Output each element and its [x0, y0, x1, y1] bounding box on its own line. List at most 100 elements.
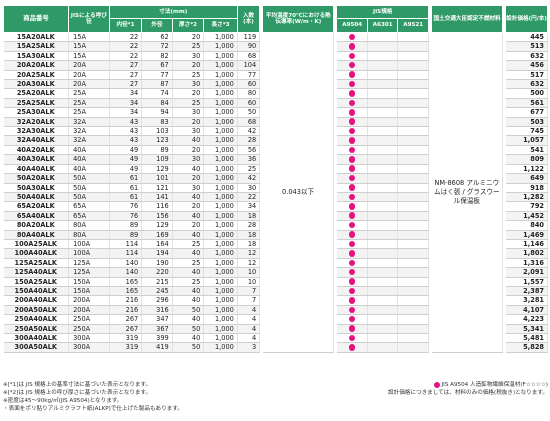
cell-nominal: 80A: [68, 230, 110, 240]
header-code: 商品番号: [2, 5, 70, 33]
cell-code: 125A25ALK: [3, 258, 70, 269]
cell-code: 25A20ALK: [3, 88, 70, 99]
cell-a9504: [336, 51, 368, 62]
cell-outer: 296: [141, 295, 173, 306]
table-row: 50A20ALK 50A 61 101 20 1,000 42 649: [3, 173, 548, 184]
cell-inner: 267: [109, 314, 143, 325]
cell-qty: 42: [237, 173, 261, 184]
cell-price: 4,223: [505, 314, 548, 325]
cell-a6301: [367, 41, 399, 52]
cell-price: 445: [505, 32, 548, 43]
header-a9504: A9504: [336, 18, 368, 33]
cell-a9504: [336, 154, 368, 165]
cell-a9521: [397, 51, 429, 62]
cell-length: 1,000: [203, 230, 238, 240]
cell-qty: 50: [237, 107, 261, 118]
cell-qty: 18: [237, 239, 261, 250]
cell-a9504: [336, 98, 368, 109]
cell-a6301: [367, 173, 399, 184]
table-row: 300A40ALK 300A 319 399 40 1,000 4 5,481: [3, 333, 548, 344]
cell-nominal: 32A: [68, 126, 110, 137]
cell-thick: 30: [172, 79, 205, 90]
cell-a9521: [397, 314, 429, 325]
cell-length: 1,000: [203, 201, 238, 212]
table-row: 15A20ALK 15A 22 62 20 1,000 119 0.043以下 NM-8608 …: [3, 32, 548, 353]
cell-code: 25A25ALK: [3, 98, 70, 109]
cell-thick: 40: [172, 286, 205, 297]
cell-qty: 12: [237, 248, 261, 259]
cell-a9504: [336, 342, 368, 353]
cell-nominal: 150A: [68, 277, 110, 287]
cell-length: 1,000: [203, 248, 238, 259]
jis-a9504-dot-icon: [348, 146, 356, 154]
cell-inner: 165: [109, 286, 143, 297]
cell-nominal: 15A: [68, 32, 110, 43]
cell-inner: 27: [109, 70, 143, 81]
cell-qty: 4: [237, 305, 261, 316]
cell-length: 1,000: [203, 79, 238, 90]
cell-thick: 50: [172, 305, 205, 316]
cell-outer: 164: [141, 239, 173, 250]
cell-inner: 76: [109, 211, 143, 222]
cell-length: 1,000: [203, 211, 238, 222]
cell-length: 1,000: [203, 239, 238, 250]
table-row: 25A20ALK 25A 34 74 20 1,000 80 500: [3, 88, 548, 99]
cell-length: 1,000: [203, 220, 238, 231]
cell-thick: 40: [172, 164, 205, 175]
table-body: 15A20ALK 15A 22 62 20 1,000 119 0.043以下 NM-8608 …: [3, 32, 548, 353]
header-a9521: A9521: [397, 18, 429, 33]
cell-inner: 27: [109, 60, 143, 71]
cell-qty: 10: [237, 277, 261, 287]
table-row: 300A50ALK 300A 319 419 50 1,000 3 5,828: [3, 342, 548, 353]
cell-nominal: 15A: [68, 51, 110, 62]
jis-a9504-dot-icon: [348, 240, 356, 248]
cell-length: 1,000: [203, 32, 238, 43]
note-line: ※密度は45〜90kg/㎥(JIS A9504)となります。: [3, 398, 123, 404]
cell-thick: 20: [172, 60, 205, 71]
cell-a9521: [397, 239, 429, 250]
cell-qty: 42: [237, 126, 261, 137]
cell-length: 1,000: [203, 324, 238, 335]
cell-price: 792: [505, 201, 548, 212]
cell-nominal: 300A: [68, 333, 110, 344]
cell-outer: 121: [141, 183, 173, 193]
cell-a9521: [397, 211, 429, 222]
cell-inner: 22: [109, 41, 143, 52]
table-row: 25A25ALK 25A 34 84 25 1,000 60 561: [3, 98, 548, 109]
cell-a9504: [336, 277, 368, 287]
jis-a9504-dot-icon: [348, 250, 356, 257]
cell-code: 300A40ALK: [3, 333, 70, 344]
jis-a9504-dot-icon: [348, 297, 356, 304]
cell-price: 1,469: [505, 230, 548, 240]
cell-thick: 40: [172, 211, 205, 222]
jis-a9504-dot-icon: [348, 33, 356, 41]
cell-a6301: [367, 117, 399, 128]
cell-inner: 319: [109, 333, 143, 344]
jis-a9504-dot-icon: [348, 268, 356, 276]
cell-nominal: 32A: [68, 117, 110, 128]
cell-nominal: 100A: [68, 239, 110, 250]
cell-qty: 60: [237, 79, 261, 90]
cell-thick: 40: [172, 248, 205, 259]
cell-qty: 4: [237, 314, 261, 325]
cell-code: 32A20ALK: [3, 117, 70, 128]
cell-price: 1,316: [505, 258, 548, 269]
cell-price: 4,107: [505, 305, 548, 316]
cell-nominal: 25A: [68, 98, 110, 109]
cell-code: 40A30ALK: [3, 154, 70, 165]
cell-nominal: 40A: [68, 145, 110, 156]
cell-qty: 4: [237, 324, 261, 335]
cell-price: 677: [505, 107, 548, 118]
cell-inner: 43: [109, 135, 143, 146]
cell-thick: 20: [172, 88, 205, 99]
jis-a9504-dot-icon: [348, 306, 356, 314]
cell-thick: 40: [172, 192, 205, 203]
cell-length: 1,000: [203, 183, 238, 193]
cell-a6301: [367, 211, 399, 222]
cell-price: 1,802: [505, 248, 548, 259]
cell-qty: 30: [237, 183, 261, 193]
cell-thick: 20: [172, 145, 205, 156]
header-cert: 国土交通大臣認定不燃材料: [431, 5, 504, 33]
cell-a9504: [336, 230, 368, 240]
cell-a9521: [397, 173, 429, 184]
